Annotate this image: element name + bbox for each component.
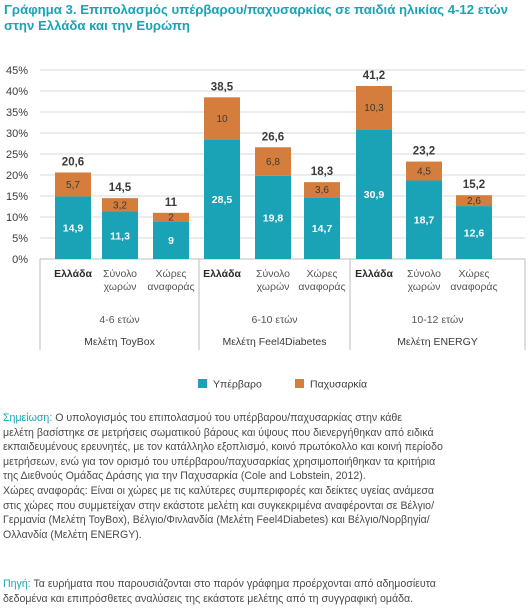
bar-obesity [356, 85, 392, 130]
data-label-overweight: 19,8 [263, 212, 284, 224]
y-tick-label: 20% [6, 170, 28, 182]
data-label-obesity: 3,6 [315, 185, 329, 196]
group-age-label: 6-10 ετών [251, 314, 297, 326]
data-label-total: 20,6 [62, 156, 84, 168]
bar-overweight [102, 211, 138, 259]
legend-label-overweight: Υπέρβαρο [213, 379, 262, 391]
bar-overweight [255, 175, 291, 259]
bar-overweight [406, 180, 442, 259]
data-label-overweight: 12,6 [464, 228, 485, 240]
x-category-label: χωρών [257, 281, 290, 293]
bar-obesity [55, 172, 91, 197]
data-label-overweight: 14,7 [312, 223, 333, 235]
y-tick-label: 0% [12, 254, 28, 266]
bar-obesity [406, 161, 442, 181]
x-category-label: Ελλάδα [203, 268, 241, 280]
note-line-8: Ολλανδία (Μελέτη ENERGY). [3, 528, 142, 541]
group-age-label: 10-12 ετών [412, 314, 464, 326]
bar-obesity [204, 97, 240, 140]
note-line-7: Γερμανία (Μελέτη ToyBox), Βέλγιο/Φινλανδ… [3, 514, 430, 527]
x-category-label: Χώρες [307, 268, 338, 280]
note-line-3: μετρήσεων, ενώ για τον ορισμό του υπέρβα… [3, 455, 436, 468]
note-line-5: Χώρες αναφοράς: Είναι οι χώρες με τις κα… [3, 484, 435, 497]
group-age-label: 4-6 ετών [99, 314, 139, 326]
stacked-bar-chart: 0% 5% 10% 15% 20% 25% 30% 35% 40% 45% 14,9 5,7 20,6 Ε… [6, 65, 526, 391]
note-line-0: Ο υπολογισμός του επιπολασμού του υπέρβα… [52, 412, 403, 424]
legend-swatch-obesity [295, 379, 304, 388]
data-label-obesity: 3,2 [113, 200, 127, 211]
group-study-label: Μελέτη Feel4Diabetes [223, 336, 327, 348]
x-category-label: Ελλάδα [355, 268, 393, 280]
bar-obesity [456, 195, 492, 207]
y-tick-label: 15% [6, 191, 28, 203]
data-label-obesity: 5,7 [66, 180, 80, 191]
x-category-label: αναφοράς [298, 281, 345, 293]
data-label-obesity: 10,3 [364, 103, 384, 114]
bar-obesity [304, 182, 340, 198]
note-label: Σημείωση: [3, 412, 53, 424]
bar-overweight [204, 139, 240, 259]
bar-obesity [153, 212, 189, 222]
y-tick-label: 5% [12, 233, 28, 245]
x-category-label: Σύνολο [407, 268, 441, 280]
data-label-total: 11 [165, 197, 178, 209]
data-label-total: 41,2 [363, 70, 385, 82]
note-line-1: μελέτη βασίστηκε σε μετρήσεις σωματικού … [3, 426, 434, 439]
y-tick-label: 30% [6, 128, 28, 140]
chart-note: Σημείωση: Ο υπολογισμός του επιπολασμού … [3, 411, 518, 542]
bar-overweight [304, 197, 340, 259]
x-category-label: Σύνολο [256, 268, 290, 280]
bar-overweight [153, 221, 189, 259]
y-tick-label: 40% [6, 86, 28, 98]
source-line-0: Τα ευρήματα που παρουσιάζονται στο παρόν… [30, 578, 436, 590]
data-label-obesity: 10 [216, 114, 228, 125]
data-label-total: 38,5 [211, 81, 234, 93]
x-category-label: Χώρες [156, 268, 187, 280]
chart-title-lead: Γράφημα 3. [4, 2, 77, 17]
legend-swatch-overweight [198, 379, 207, 388]
data-label-obesity: 2,6 [467, 196, 481, 207]
data-label-overweight: 11,3 [110, 230, 130, 242]
chart-title: Γράφημα 3. Επιπολασμός υπέρβαρου/παχυσαρ… [4, 2, 524, 34]
data-label-obesity: 4,5 [417, 167, 431, 178]
bar-obesity [102, 198, 138, 212]
x-category-label: χωρών [408, 281, 441, 293]
bar-overweight [456, 206, 492, 259]
data-label-overweight: 28,5 [212, 194, 233, 206]
source-line-1: δεδομένα και επιπρόσθετες αναλύσεις της … [3, 592, 414, 605]
note-line-4: της Διεθνούς Ομάδας Δράσης για την Παχυσ… [3, 470, 366, 483]
data-label-total: 14,5 [109, 182, 132, 194]
chart-source: Πηγή: Τα ευρήματα που παρουσιάζονται στο… [3, 577, 518, 606]
data-label-overweight: 18,7 [414, 215, 435, 227]
data-label-total: 18,3 [311, 166, 333, 178]
data-label-total: 23,2 [413, 146, 435, 158]
data-label-total: 15,2 [463, 179, 485, 191]
data-label-overweight: 30,9 [364, 189, 385, 201]
group-study-label: Μελέτη ENERGY [397, 336, 478, 348]
x-category-label: Ελλάδα [54, 268, 92, 280]
y-tick-label: 25% [6, 149, 28, 161]
x-category-label: χωρών [104, 281, 137, 293]
x-category-label: αναφοράς [147, 281, 194, 293]
bar-overweight [55, 196, 91, 259]
y-tick-label: 35% [6, 107, 28, 119]
y-tick-label: 10% [6, 212, 28, 224]
x-category-label: αναφοράς [450, 281, 497, 293]
bar-obesity [255, 147, 291, 176]
x-category-label: Χώρες [459, 268, 490, 280]
legend-label-obesity: Παχυσαρκία [310, 379, 367, 391]
group-study-label: Μελέτη ToyBox [84, 336, 155, 348]
chart-title-text: Επιπολασμός υπέρβαρου/παχυσαρκίας σε παι… [4, 2, 509, 33]
bar-overweight [356, 129, 392, 259]
data-label-total: 26,6 [262, 131, 284, 143]
data-label-overweight: 9 [168, 235, 174, 247]
note-line-2: εκπαιδευμένους ερευνητές, με τον κατάλλη… [3, 441, 443, 454]
source-label: Πηγή: [3, 578, 31, 590]
data-label-obesity: 2 [168, 213, 174, 224]
note-line-6: στις χώρες που συμμετείχαν στην εκάστοτε… [3, 499, 435, 512]
x-category-label: Σύνολο [103, 268, 137, 280]
data-label-overweight: 14,9 [63, 223, 84, 235]
data-label-obesity: 6,8 [266, 157, 280, 168]
y-tick-label: 45% [6, 65, 28, 77]
